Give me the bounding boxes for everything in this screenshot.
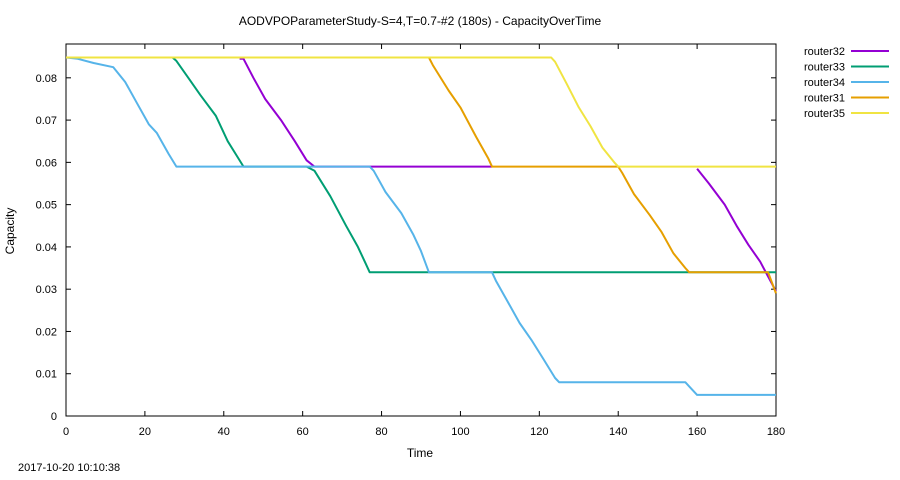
axis-ticks: 0 20 40 60 80 100 120 140 160 180 0 0.01 0.02 0.03 0.0… [36,44,785,438]
series-line-router33 [171,56,776,274]
series-line-router32 [696,168,777,292]
x-axis-label: Time [407,446,434,460]
x-tick-label: 100 [451,426,469,438]
series-line-router32 [239,57,492,168]
x-tick-label: 140 [609,426,627,438]
series-line-router34 [65,56,776,396]
legend: router32 router33 router34 router31 router35 [804,46,889,120]
x-tick-label: 80 [375,426,387,438]
legend-label-router32: router32 [804,46,845,58]
series-line-router31 [428,57,777,294]
timestamp: 2017-10-20 10:10:38 [18,462,121,474]
x-tick-label: 20 [139,426,151,438]
legend-label-router33: router33 [804,62,845,74]
y-tick-label: 0.03 [36,284,57,296]
y-tick-label: 0.08 [36,73,57,85]
x-tick-label: 160 [688,426,706,438]
plot-frame [65,43,777,417]
y-tick-label: 0.01 [36,369,57,381]
y-tick-label: 0.07 [36,115,57,127]
legend-label-router34: router34 [804,77,845,89]
legend-label-router31: router31 [804,93,845,105]
x-tick-label: 40 [218,426,230,438]
x-tick-label: 60 [297,426,309,438]
series-lines [65,56,777,396]
y-tick-label: 0 [51,411,57,423]
chart-title: AODVPOParameterStudy-S=4,T=0.7-#2 (180s)… [239,14,602,28]
y-tick-label: 0.05 [36,200,57,212]
y-tick-label: 0.04 [36,242,57,254]
series-line-router35 [66,56,776,168]
y-axis-label: Capacity [3,208,17,255]
y-tick-label: 0.02 [36,326,57,338]
x-tick-label: 180 [767,426,785,438]
x-tick-label: 0 [63,426,69,438]
x-tick-label: 120 [530,426,548,438]
y-tick-label: 0.06 [36,157,57,169]
legend-label-router35: router35 [804,108,845,120]
